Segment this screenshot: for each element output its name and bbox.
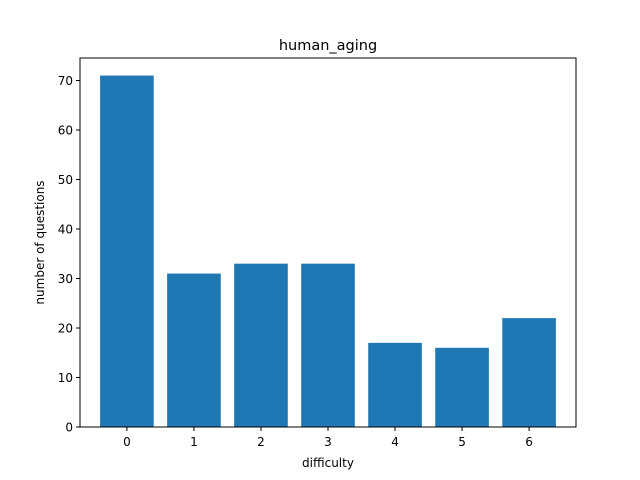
x-axis-label: difficulty — [302, 456, 354, 470]
bar-3 — [301, 263, 355, 427]
bar-5 — [435, 347, 489, 427]
y-tick-label: 70 — [58, 74, 73, 88]
y-tick-label: 30 — [58, 272, 73, 286]
x-tick-label: 2 — [257, 435, 265, 449]
y-tick-label: 60 — [58, 123, 73, 137]
y-tick-label: 20 — [58, 321, 73, 335]
x-tick-label: 1 — [190, 435, 198, 449]
bar-2 — [234, 263, 288, 427]
chart-title: human_aging — [279, 38, 377, 54]
x-tick-label: 3 — [324, 435, 332, 449]
plot-area-frame — [79, 57, 577, 428]
bars-group — [100, 75, 556, 428]
bar-0 — [100, 75, 154, 428]
bar-6 — [502, 318, 556, 427]
x-tick-label: 4 — [391, 435, 399, 449]
x-tick-label: 0 — [123, 435, 131, 449]
y-tick-label: 0 — [65, 420, 73, 434]
y-tick-label: 40 — [58, 222, 73, 236]
y-tick-label: 50 — [58, 173, 73, 187]
bar-1 — [167, 273, 221, 427]
x-tick-label: 5 — [458, 435, 466, 449]
bar-4 — [368, 342, 422, 427]
y-axis-ticks: 0 10 20 30 40 50 60 70 — [58, 74, 80, 434]
y-axis-label: number of questions — [33, 180, 47, 304]
x-tick-label: 6 — [525, 435, 533, 449]
x-axis-ticks: 0 1 2 3 4 5 6 — [123, 427, 533, 449]
y-tick-label: 10 — [58, 371, 73, 385]
